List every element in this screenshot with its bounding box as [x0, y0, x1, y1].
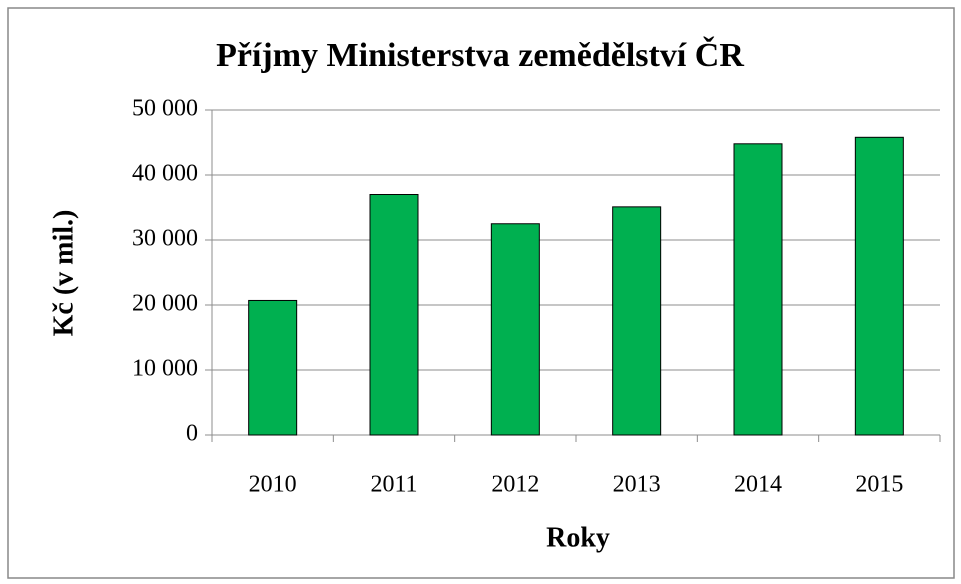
- y-axis-label: Kč (v mil.): [48, 210, 79, 337]
- x-tick-label: 2014: [734, 472, 782, 498]
- bar: [733, 143, 783, 436]
- bar: [612, 206, 662, 436]
- x-tick-label: 2013: [613, 472, 661, 498]
- y-tick-label: 20 000: [132, 291, 198, 317]
- y-tick-label: 30 000: [132, 226, 198, 252]
- bar: [490, 223, 540, 436]
- chart-title: Příjmy Ministerstva zemědělství ČR: [216, 36, 744, 74]
- x-tick-label: 2011: [370, 472, 417, 498]
- x-axis-label: Roky: [546, 522, 610, 553]
- y-tick-label: 40 000: [132, 161, 198, 187]
- y-tick-label: 0: [186, 421, 198, 447]
- x-tick-label: 2015: [855, 472, 903, 498]
- x-tick-label: 2010: [249, 472, 297, 498]
- bar: [369, 194, 419, 436]
- chart-frame: [7, 7, 955, 579]
- bar: [248, 299, 298, 436]
- y-tick-label: 10 000: [132, 356, 198, 382]
- y-tick-label: 50 000: [132, 96, 198, 122]
- x-tick-label: 2012: [491, 472, 539, 498]
- bar: [854, 136, 904, 436]
